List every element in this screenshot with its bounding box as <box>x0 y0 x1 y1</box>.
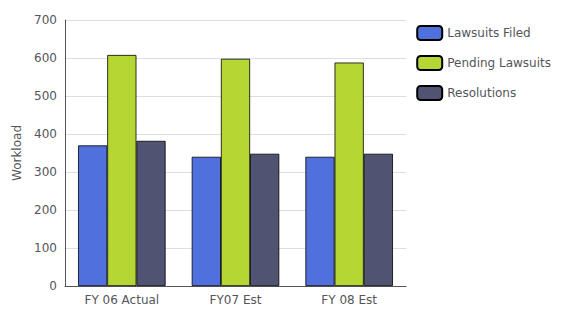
svg-text:100: 100 <box>34 241 57 255</box>
svg-text:700: 700 <box>34 13 57 27</box>
svg-text:FY 08 Est: FY 08 Est <box>321 293 377 307</box>
svg-text:500: 500 <box>34 89 57 103</box>
svg-text:Lawsuits Filed: Lawsuits Filed <box>447 26 531 40</box>
svg-text:0: 0 <box>49 279 57 293</box>
svg-text:600: 600 <box>34 51 57 65</box>
svg-text:400: 400 <box>34 127 57 141</box>
svg-text:FY07 Est: FY07 Est <box>210 293 262 307</box>
svg-text:Workload: Workload <box>10 125 24 181</box>
svg-text:FY 06 Actual: FY 06 Actual <box>84 293 159 307</box>
svg-text:200: 200 <box>34 203 57 217</box>
svg-text:Pending Lawsuits: Pending Lawsuits <box>447 56 551 70</box>
svg-text:300: 300 <box>34 165 57 179</box>
svg-text:Resolutions: Resolutions <box>447 86 516 100</box>
